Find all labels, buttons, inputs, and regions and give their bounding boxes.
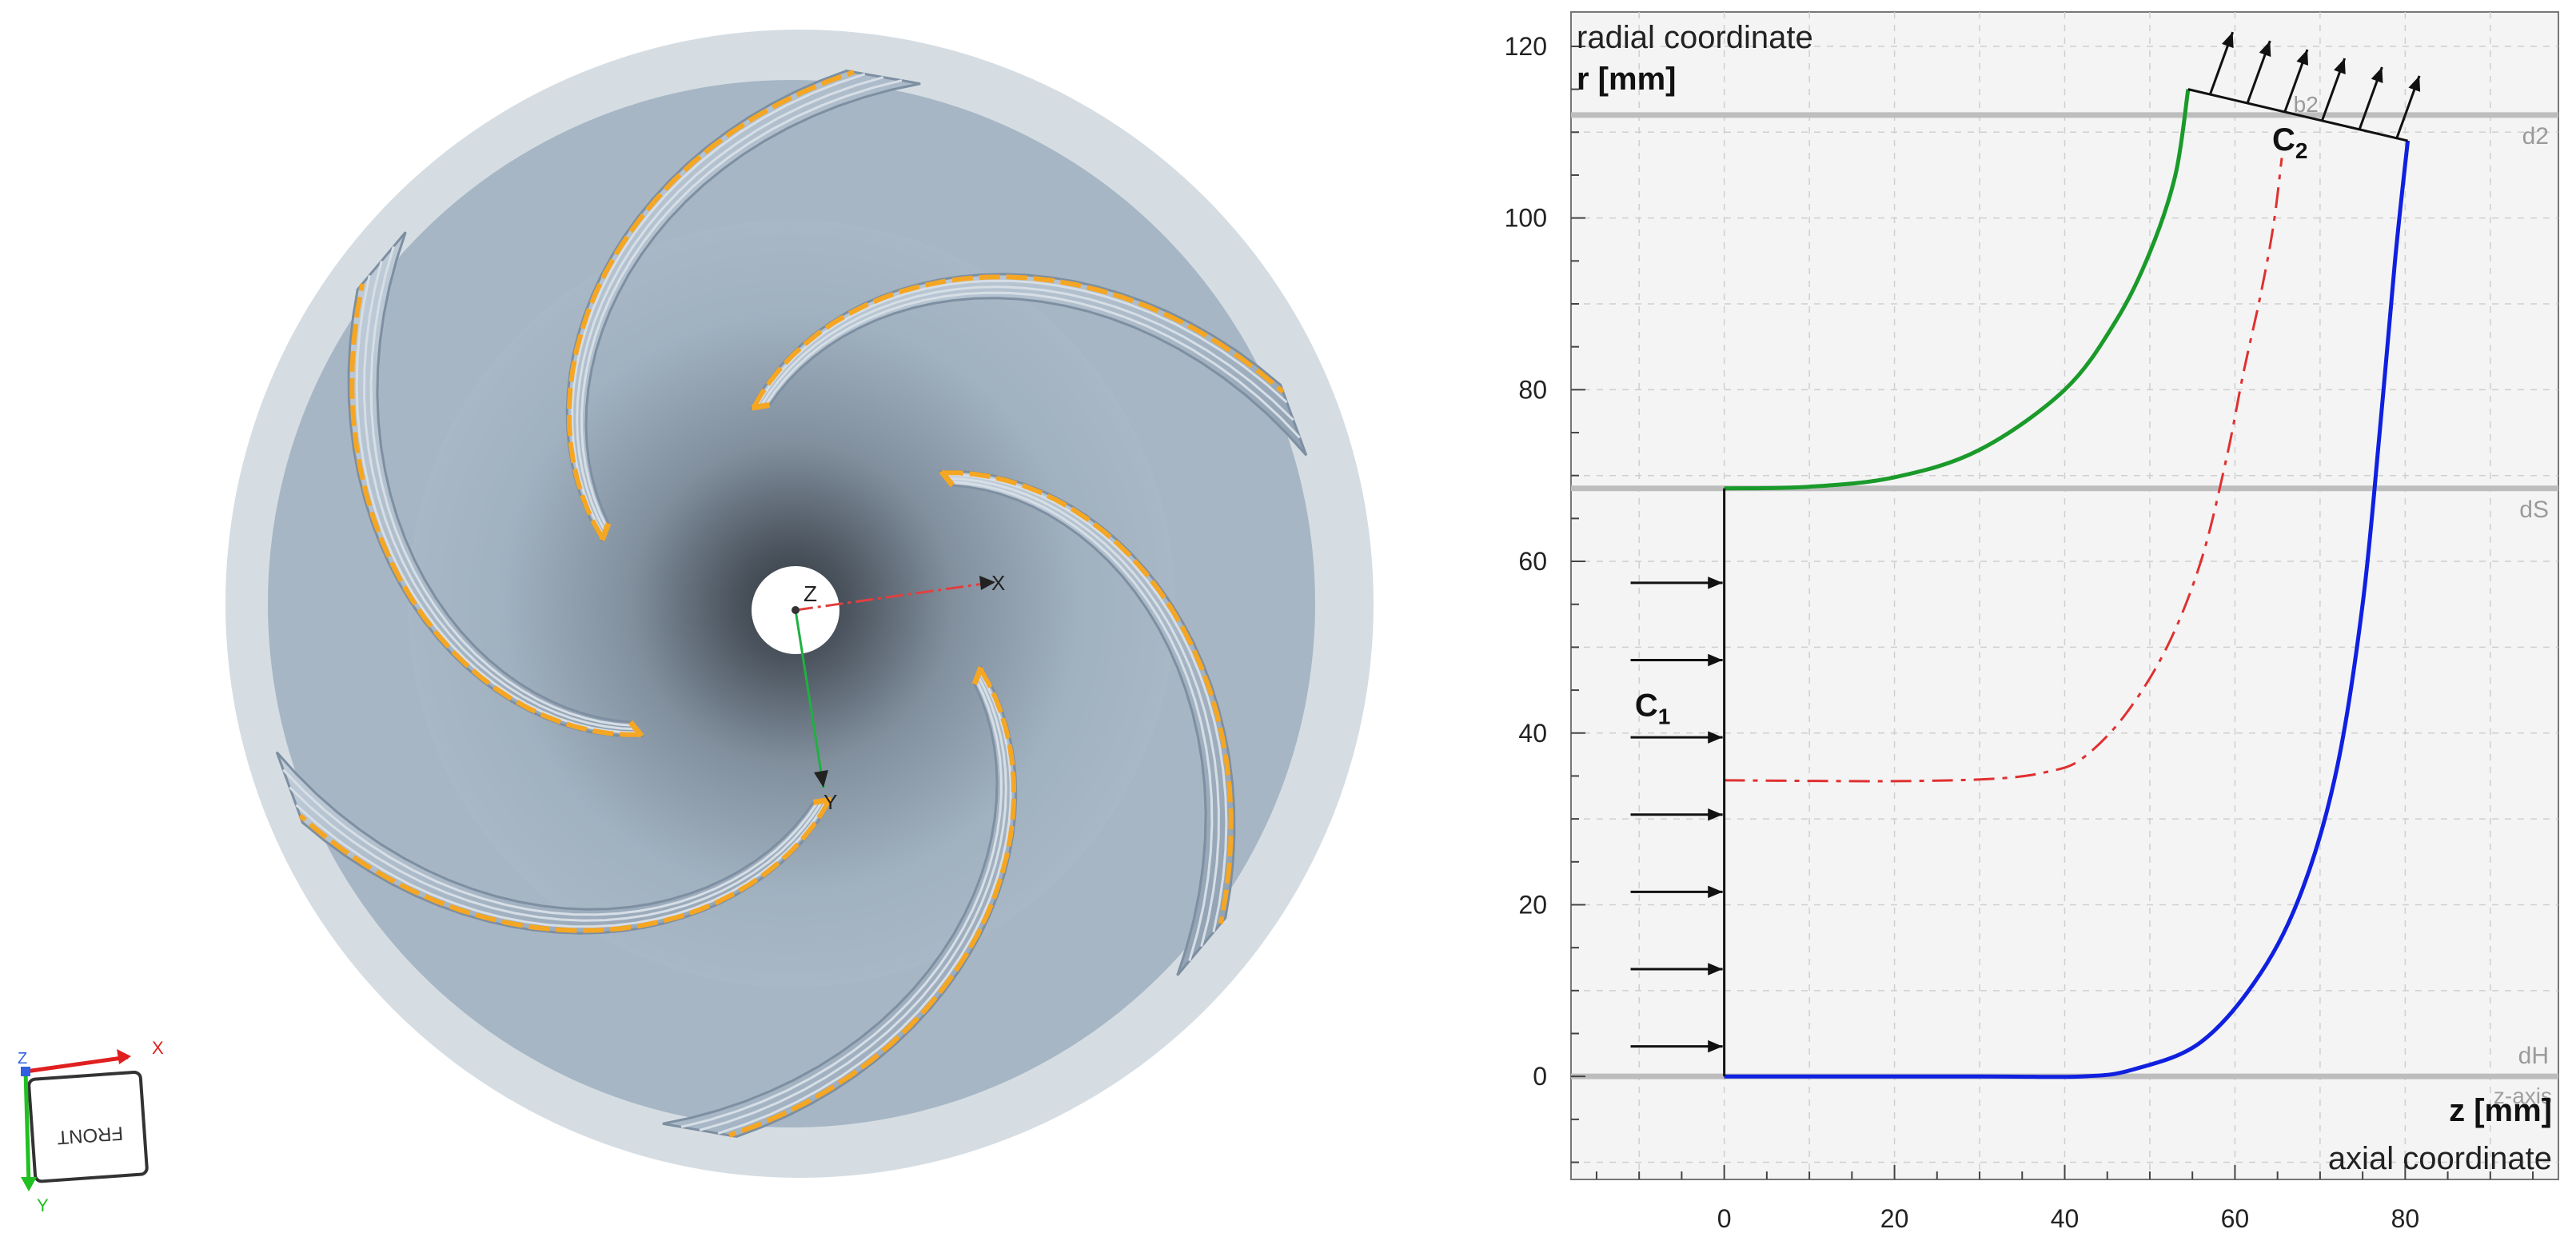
outlet-arrow-head	[2334, 58, 2346, 74]
blade-leading-edge	[599, 522, 612, 541]
x-axis-title: axial coordinate	[2328, 1141, 2552, 1176]
inlet-arrow-head	[1708, 963, 1723, 976]
blade-edge-dashed	[752, 274, 1285, 409]
inlet-arrow-head	[1708, 885, 1723, 899]
x-tick-label: 60	[2221, 1204, 2250, 1233]
outlet-arrow-head	[2259, 41, 2271, 58]
outlet-arrow-head	[2296, 50, 2309, 66]
blade-edge-dashed	[566, 70, 855, 540]
axis-ticks	[1571, 45, 2534, 1179]
boundary-label-c2-subscript: 2	[2295, 138, 2308, 163]
inlet-arrow-head	[1708, 731, 1723, 744]
reference-label-d2: d2	[2522, 123, 2549, 150]
blade-streamline	[755, 279, 1288, 408]
blade-streamline	[576, 76, 884, 533]
boundary-label-c1-subscript: 1	[1658, 704, 1671, 728]
inlet-arrow-head	[1708, 653, 1723, 667]
inlet-arrow-head	[1708, 577, 1723, 589]
axis-label-y: Y	[823, 790, 837, 814]
view-cube-axis-y-label: Y	[37, 1195, 49, 1215]
y-axis-label: r [mm]	[1577, 62, 1676, 97]
contour-lines	[1724, 89, 2411, 1079]
axis-tick-labels: 0 20 40 60 80 0 20 40 60 80 100 120	[1505, 32, 2420, 1233]
view-cube-axis-z-label: Z	[18, 1050, 27, 1067]
y-tick-label: 100	[1505, 204, 1547, 233]
inlet-arrow-head	[1708, 808, 1723, 821]
y-axis-title: radial coordinate	[1577, 20, 1813, 55]
blade-leading-edge	[751, 402, 771, 411]
boundary-c2	[2187, 88, 2408, 142]
blade-streamline	[580, 79, 903, 529]
y-tick-label: 120	[1505, 32, 1547, 61]
view-cube-face-label: FRONT	[56, 1122, 124, 1148]
view-cube-axis-y-icon	[23, 1071, 31, 1184]
x-tick-label: 80	[2391, 1204, 2420, 1233]
x-tick-label: 0	[1717, 1204, 1732, 1233]
blade-edge-dashed	[728, 668, 1017, 1138]
reference-label-dh: dH	[2518, 1043, 2549, 1069]
plot-area	[1570, 11, 2559, 1180]
view-cube-axis-z-icon	[21, 1067, 30, 1076]
blade-edge-dashed	[349, 283, 641, 737]
blade-streamline	[947, 477, 1220, 948]
blade-streamline	[699, 675, 1007, 1131]
blade-streamline	[680, 679, 1003, 1128]
blade-leading-edge	[971, 666, 984, 685]
blade-streamline	[717, 670, 1012, 1135]
contour-line-3	[1724, 158, 2283, 783]
blade-leading-edge	[939, 469, 955, 488]
outlet-arrow-head	[2222, 32, 2234, 49]
reference-label-ds: dS	[2519, 497, 2549, 523]
origin-axes: Z X Y	[792, 571, 1005, 814]
blade-edge-dashed	[298, 798, 831, 933]
blade-streamline	[355, 274, 640, 734]
blade-streamline	[764, 291, 1301, 439]
blade-edge-dashed	[942, 470, 1234, 924]
blade-streamline	[369, 245, 634, 727]
outlet-arrow-head	[2371, 66, 2383, 83]
blade-leading-edge	[812, 796, 832, 805]
outlet-arrow-head	[2408, 75, 2421, 92]
y-tick-label: 20	[1518, 890, 1547, 919]
impeller-blades	[275, 69, 1308, 1139]
blade-leading-edge	[628, 720, 644, 738]
blade-streamline	[295, 800, 828, 928]
contour-line-2	[1724, 140, 2411, 1079]
y-tick-label: 40	[1518, 719, 1547, 748]
inlet-arrow-head	[1708, 1040, 1723, 1053]
view-cube-axis-x-label: X	[152, 1038, 164, 1058]
y-tick-label: 0	[1533, 1062, 1547, 1091]
boundary-faint-label-b2: b2	[2294, 92, 2319, 117]
y-tick-label: 60	[1518, 547, 1547, 576]
blade-streamline	[363, 260, 636, 731]
blade-streamline	[943, 473, 1228, 933]
blade-streamline	[760, 285, 1294, 421]
axis-label-z: Z	[804, 581, 817, 606]
view-cube-axis-x-icon	[25, 1055, 129, 1074]
axis-label-x: X	[991, 571, 1005, 595]
blade-streamline	[949, 481, 1214, 962]
impeller-3d-view[interactable]: Z X Y FRONT Z X Y	[0, 0, 1423, 1257]
view-cube-front-face[interactable]	[27, 1070, 149, 1183]
blade-streamline	[289, 786, 823, 922]
x-axis-label: z [mm]	[2449, 1093, 2552, 1128]
view-cube[interactable]: FRONT Z X Y	[18, 1038, 164, 1215]
contour-line-1	[1724, 89, 2191, 491]
x-axis-faint-label: z-axis	[2494, 1083, 2552, 1108]
x-tick-label: 40	[2051, 1204, 2080, 1233]
blade-streamline	[571, 73, 866, 537]
x-tick-label: 20	[1880, 1204, 1909, 1233]
blade-streamline	[282, 768, 819, 916]
y-tick-label: 80	[1518, 375, 1547, 404]
